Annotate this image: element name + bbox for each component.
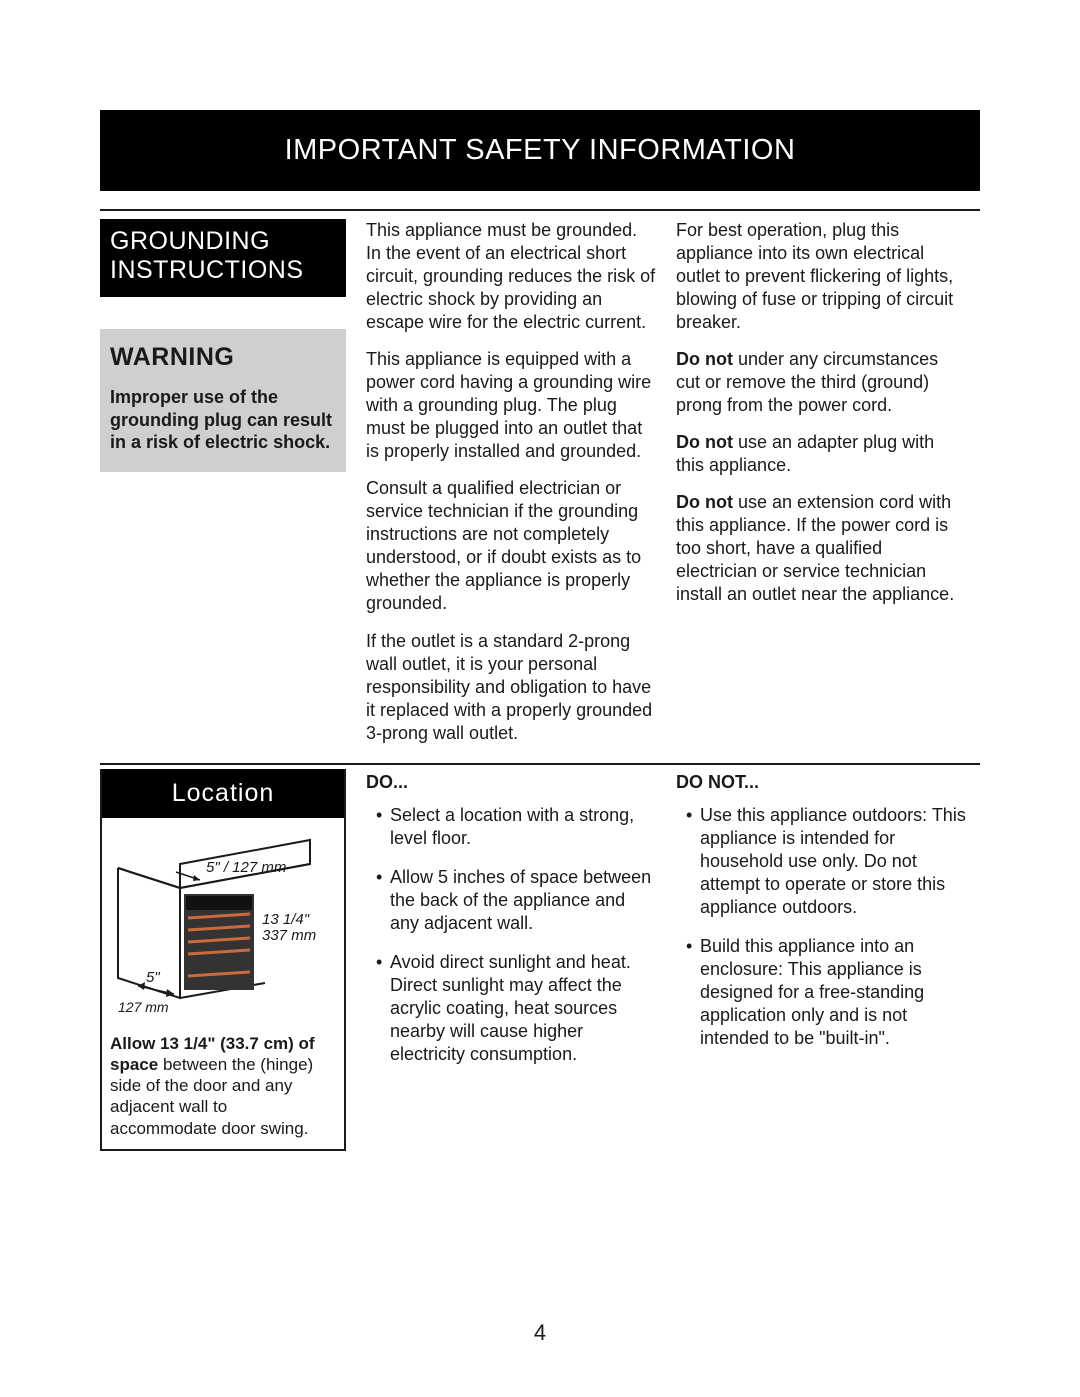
grounding-left-column: GROUNDING INSTRUCTIONS WARNING Improper … — [100, 219, 346, 759]
grounding-paragraph: Consult a qualified electrician or servi… — [366, 477, 656, 615]
grounding-title-line2: INSTRUCTIONS — [110, 256, 336, 285]
diagram-front-label-1: 5" — [146, 969, 160, 986]
location-caption: Allow 13 1/4" (33.7 cm) of space between… — [102, 1033, 344, 1149]
page-header: IMPORTANT SAFETY INFORMATION — [100, 110, 980, 191]
warning-body: Improper use of the grounding plug can r… — [110, 386, 336, 454]
header-title: IMPORTANT SAFETY INFORMATION — [285, 134, 796, 166]
bold-lead: Do not — [676, 349, 738, 369]
grounding-section: GROUNDING INSTRUCTIONS WARNING Improper … — [100, 219, 980, 759]
grounding-paragraph: For best operation, plug this appliance … — [676, 219, 966, 334]
donot-list: Use this appliance outdoors: This applia… — [676, 804, 966, 1050]
grounding-paragraph: This appliance is equipped with a power … — [366, 348, 656, 463]
diagram-side-label-1: 13 1/4" — [262, 911, 310, 928]
list-item: Avoid direct sunlight and heat. Direct s… — [380, 951, 656, 1066]
grounding-title-panel: GROUNDING INSTRUCTIONS — [100, 219, 346, 297]
grounding-paragraph: Do not use an extension cord with this a… — [676, 491, 966, 606]
list-item: Use this appliance outdoors: This applia… — [690, 804, 966, 919]
diagram-front-label-2: 127 mm — [118, 999, 169, 1015]
page-content: IMPORTANT SAFETY INFORMATION GROUNDING I… — [100, 110, 980, 1151]
bold-lead: Do not — [676, 492, 738, 512]
diagram-top-label: 5" / 127 mm — [206, 859, 286, 876]
grounding-paragraph: If the outlet is a standard 2-prong wall… — [366, 630, 656, 745]
location-section: Location — [100, 763, 980, 1151]
grounding-right-column: For best operation, plug this appliance … — [676, 219, 966, 759]
item-lead: Use this appliance outdoors: — [700, 805, 932, 825]
diagram-side-label-2: 337 mm — [262, 927, 316, 944]
location-left-column: Location — [100, 769, 346, 1151]
clearance-diagram-icon: 5" / 127 mm 13 1/4" 337 mm 5" 127 mm — [110, 828, 336, 1018]
location-columns: Location — [100, 769, 980, 1151]
bold-lead: Do not — [676, 432, 738, 452]
location-title-panel: Location — [102, 769, 344, 818]
paragraph-text: For best operation, plug this appliance … — [676, 220, 953, 332]
list-item: Select a location with a strong, level f… — [380, 804, 656, 850]
grounding-paragraph: Do not under any circumstances cut or re… — [676, 348, 966, 417]
location-donot-column: DO NOT... Use this appliance outdoors: T… — [676, 769, 966, 1151]
donot-heading: DO NOT... — [676, 771, 966, 794]
warning-heading: WARNING — [110, 343, 336, 372]
warning-panel: WARNING Improper use of the grounding pl… — [100, 329, 346, 472]
list-item: Allow 5 inches of space between the back… — [380, 866, 656, 935]
horizontal-rule — [100, 209, 980, 211]
location-diagram: 5" / 127 mm 13 1/4" 337 mm 5" 127 mm — [102, 818, 344, 1033]
do-heading: DO... — [366, 771, 656, 794]
page-number: 4 — [0, 1320, 1080, 1346]
spacer — [100, 297, 346, 329]
grounding-mid-column: This appliance must be grounded. In the … — [366, 219, 656, 759]
grounding-paragraph: Do not use an adapter plug with this app… — [676, 431, 966, 477]
list-item: Build this appliance into an enclosure: … — [690, 935, 966, 1050]
grounding-paragraph: This appliance must be grounded. In the … — [366, 219, 656, 334]
location-title: Location — [172, 779, 275, 807]
grounding-title-line1: GROUNDING — [110, 227, 336, 256]
location-do-column: DO... Select a location with a strong, l… — [366, 769, 656, 1151]
do-list: Select a location with a strong, level f… — [366, 804, 656, 1066]
